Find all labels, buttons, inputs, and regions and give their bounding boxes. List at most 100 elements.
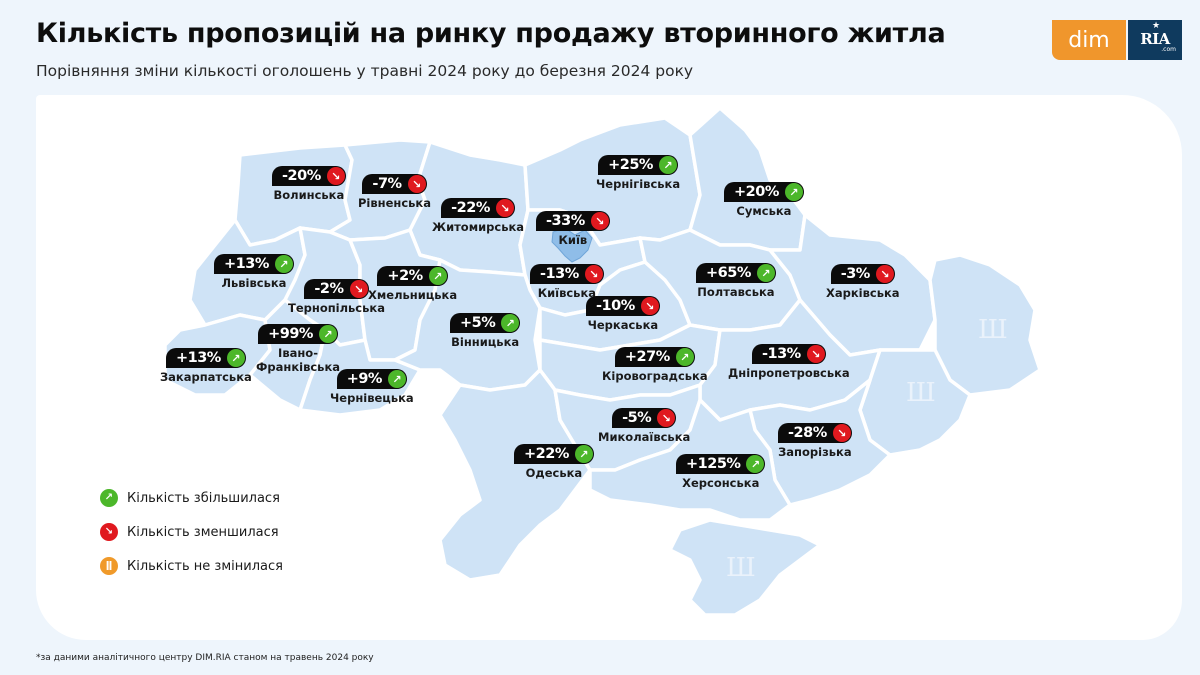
star-icon: ★: [1152, 21, 1161, 31]
region-badge-zaporizka[interactable]: -28% ↘ Запорізька: [778, 423, 852, 460]
change-value: +65%: [706, 265, 751, 281]
region-badge-kyivska[interactable]: -13% ↘ Київська: [530, 264, 604, 301]
change-value: +5%: [460, 315, 496, 331]
change-value: -28%: [788, 425, 827, 441]
legend: ↗ Кількість збільшилася ↘ Кількість змен…: [100, 488, 283, 590]
region-name: Київська: [537, 286, 597, 300]
arrow-up-icon: ↗: [756, 264, 775, 282]
region-crimea: [668, 518, 822, 617]
change-value: -20%: [282, 168, 321, 184]
arrow-down-icon: ↘: [640, 297, 659, 315]
region-badge-mykolaivska[interactable]: -5% ↘ Миколаївська: [598, 408, 690, 445]
change-value: +22%: [524, 446, 569, 462]
region-badge-dnipropetrovska[interactable]: -13% ↘ Дніпропетровська: [728, 344, 850, 381]
change-value: +27%: [624, 349, 670, 365]
region-name: Рівненська: [358, 196, 431, 210]
region-kyiv-city: [551, 227, 593, 263]
arrow-up-icon: ↗: [428, 267, 447, 285]
arrow-down-icon: ↘: [495, 199, 514, 217]
change-value: +13%: [175, 350, 221, 366]
region-badge-kyiv-city[interactable]: -33% ↘ Київ: [536, 211, 610, 248]
change-value: -3%: [840, 266, 871, 282]
arrow-up-icon: ↗: [658, 156, 677, 174]
region-badge-vinnytska[interactable]: +5% ↗ Вінницька: [450, 313, 521, 350]
arrow-down-icon: ↘: [407, 175, 426, 193]
logo-dim: dim: [1052, 20, 1126, 60]
arrow-down-icon: ↘: [657, 409, 676, 427]
region-badge-chernivetska[interactable]: +9% ↗ Чернівецька: [330, 369, 414, 406]
change-value: +25%: [608, 157, 653, 173]
region-name: Полтавська: [697, 285, 775, 299]
region-badge-khmelnytska[interactable]: +2% ↗ Хмельницька: [368, 266, 457, 303]
arrow-up-icon: ↗: [274, 255, 293, 273]
region-badge-poltavska[interactable]: +65% ↗ Полтавська: [696, 263, 776, 300]
region-name: Хмельницька: [368, 288, 458, 302]
footnote: *за даними аналітичного центру DIM.RIA с…: [36, 653, 374, 663]
region-name: Миколаївська: [598, 430, 691, 444]
change-value: +125%: [686, 456, 741, 472]
legend-item-increase: ↗ Кількість збільшилася: [100, 488, 283, 508]
arrow-up-icon: ↗: [675, 348, 694, 366]
arrow-down-icon: ↘: [875, 265, 894, 283]
region-badge-lvivska[interactable]: +13% ↗ Львівська: [214, 254, 294, 291]
region-name: Вінницька: [451, 335, 520, 349]
legend-item-decrease: ↘ Кількість зменшилася: [100, 522, 283, 542]
region-badge-sumska[interactable]: +20% ↗ Сумська: [724, 182, 804, 219]
region-name: Сумська: [736, 204, 792, 218]
logo-ria-suffix: .com: [1161, 45, 1176, 53]
region-name: Львівська: [221, 276, 287, 290]
region-odeska: [438, 368, 592, 582]
region-name: Одеська: [525, 466, 583, 480]
change-value: -22%: [451, 200, 490, 216]
change-value: +99%: [268, 326, 313, 342]
dimria-logo[interactable]: dim ★ RIA .com: [1052, 20, 1182, 60]
arrow-up-icon: ↗: [746, 455, 765, 473]
region-name: Чернігівська: [596, 177, 681, 191]
arrow-down-icon: ↘: [806, 345, 825, 363]
region-badge-ternopilska[interactable]: -2% ↘ Тернопільська: [288, 279, 385, 316]
pause-icon: ǁ: [100, 557, 118, 575]
region-badge-kharkivska[interactable]: -3% ↘ Харківська: [826, 264, 900, 301]
legend-label: Кількість зменшилася: [127, 524, 279, 540]
region-name: Кіровоградська: [602, 369, 708, 383]
legend-label: Кількість не змінилася: [127, 558, 283, 574]
region-badge-rivnenska[interactable]: -7% ↘ Рівненська: [358, 174, 431, 211]
page-title: Кількість пропозицій на ринку продажу вт…: [36, 18, 946, 49]
arrow-up-icon: ↗: [318, 325, 337, 343]
region-name: Волинська: [273, 188, 345, 202]
region-badge-zakarpatska[interactable]: +13% ↗ Закарпатська: [160, 348, 252, 385]
region-name: Житомирська: [432, 220, 525, 234]
region-badge-zhytomyrska[interactable]: -22% ↘ Житомирська: [432, 198, 524, 235]
change-value: -5%: [622, 410, 652, 426]
arrow-up-icon: ↗: [387, 370, 406, 388]
region-badge-volynska[interactable]: -20% ↘ Волинська: [272, 166, 346, 203]
arrow-up-icon: ↗: [226, 349, 245, 367]
region-badge-chernihivska[interactable]: +25% ↗ Чернігівська: [596, 155, 680, 192]
trident-icon: Ш: [906, 378, 936, 408]
change-value: -7%: [372, 176, 402, 192]
change-value: +9%: [346, 371, 383, 387]
region-name: Чернівецька: [330, 391, 414, 405]
arrow-down-icon: ↘: [326, 167, 345, 185]
region-badge-kirovohradska[interactable]: +27% ↗ Кіровоградська: [602, 347, 708, 384]
change-value: +2%: [387, 268, 423, 284]
trident-icon: Ш: [726, 553, 756, 583]
region-name: Харківська: [826, 286, 900, 300]
change-value: +13%: [224, 256, 269, 272]
legend-item-unchanged: ǁ Кількість не змінилася: [100, 556, 283, 576]
arrow-down-icon: ↘: [832, 424, 851, 442]
region-luhanska: [928, 253, 1042, 397]
region-badge-cherkaska[interactable]: -10% ↘ Черкаська: [586, 296, 660, 333]
region-badge-odeska[interactable]: +22% ↗ Одеська: [514, 444, 594, 481]
arrow-down-icon: ↘: [349, 280, 368, 298]
change-value: -2%: [314, 281, 344, 297]
change-value: -33%: [546, 213, 585, 229]
page-subtitle: Порівняння зміни кількості оголошень у т…: [36, 62, 694, 80]
change-value: -10%: [596, 298, 635, 314]
region-badge-khersonska[interactable]: +125% ↗ Херсонська: [676, 454, 766, 491]
arrow-up-icon: ↗: [574, 445, 593, 463]
change-value: -13%: [761, 346, 801, 362]
arrow-up-icon: ↗: [100, 489, 118, 507]
legend-label: Кількість збільшилася: [127, 490, 280, 506]
region-badge-ivano-frankivska[interactable]: +99% ↗ Івано- Франківська: [256, 324, 340, 375]
